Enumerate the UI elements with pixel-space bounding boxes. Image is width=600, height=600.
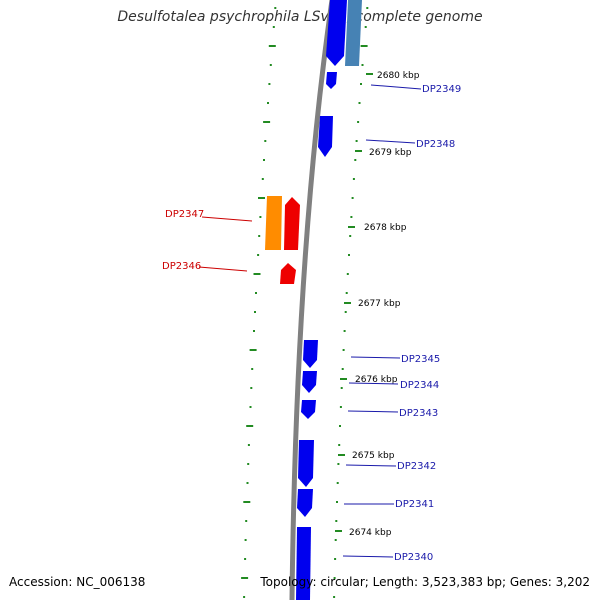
gene-label-dp2349[interactable]: DP2349 [422, 84, 461, 95]
forward-genes [296, 0, 362, 600]
gene-dp2349-arrow[interactable] [326, 0, 347, 66]
gene-dp2341-arrow[interactable] [297, 489, 313, 517]
tick-label-2677: 2677 kbp [358, 299, 401, 309]
gene-dp2340-arrow[interactable] [296, 527, 311, 600]
gene-label-dp2343[interactable]: DP2343 [399, 408, 438, 419]
tick-label-2675: 2675 kbp [352, 451, 395, 461]
leader-dp2344 [348, 382, 399, 385]
gene-label-dp2341[interactable]: DP2341 [395, 499, 434, 510]
gene-label-dp2340[interactable]: DP2340 [394, 552, 433, 563]
reverse-gene-labels: DP2347 DP2346 [162, 209, 253, 272]
gene-dp2347-arrow[interactable] [284, 197, 300, 250]
tick-label-2678: 2678 kbp [364, 223, 407, 233]
gene-small-arrow[interactable] [326, 72, 337, 89]
tick-label-2676: 2676 kbp [355, 375, 398, 385]
gene-dp2342-arrow[interactable] [298, 440, 314, 487]
gene-label-dp2345[interactable]: DP2345 [401, 354, 440, 365]
kbp-ticks: 2680 kbp 2679 kbp 2678 kbp 2677 kbp 2676… [335, 71, 420, 538]
leader-dp2342 [345, 464, 397, 467]
outer-dot-track [241, 7, 277, 598]
gene-dp2343-arrow[interactable] [301, 400, 316, 419]
gene-dp2345-arrow[interactable] [303, 340, 318, 368]
gene-label-dp2347[interactable]: DP2347 [165, 209, 204, 220]
gene-label-dp2344[interactable]: DP2344 [400, 380, 439, 391]
genome-summary: Topology: circular; Length: 3,523,383 bp… [260, 575, 590, 589]
other-feature-block [345, 0, 362, 66]
leader-dp2340 [342, 555, 394, 558]
tick-label-2680: 2680 kbp [377, 71, 420, 81]
tick-label-2674: 2674 kbp [349, 528, 392, 538]
accession-label: Accession: NC_006138 [9, 575, 146, 589]
gene-label-dp2348[interactable]: DP2348 [416, 139, 455, 150]
leader-dp2348 [365, 139, 416, 144]
leader-dp2347 [201, 216, 253, 222]
tick-label-2679: 2679 kbp [369, 148, 412, 158]
gene-label-dp2346[interactable]: DP2346 [162, 261, 201, 272]
rna-feature-orange[interactable] [265, 196, 282, 250]
gene-dp2346-arrow[interactable] [280, 263, 296, 284]
genome-backbone [289, 0, 335, 600]
leader-dp2343 [347, 410, 399, 413]
inner-dot-track [333, 7, 369, 598]
gene-dp2344-arrow[interactable] [302, 371, 317, 393]
leader-dp2346 [198, 266, 248, 272]
gene-dp2348-arrow[interactable] [318, 116, 333, 157]
reverse-genes [265, 196, 300, 284]
leader-dp2345 [350, 356, 401, 359]
leader-dp2349 [370, 84, 422, 90]
forward-gene-labels: DP2349 DP2348 DP2345 DP2344 DP2343 DP234… [342, 84, 461, 563]
gene-label-dp2342[interactable]: DP2342 [397, 461, 436, 472]
map-title: Desulfotalea psychrophila LSv54, complet… [117, 9, 483, 25]
